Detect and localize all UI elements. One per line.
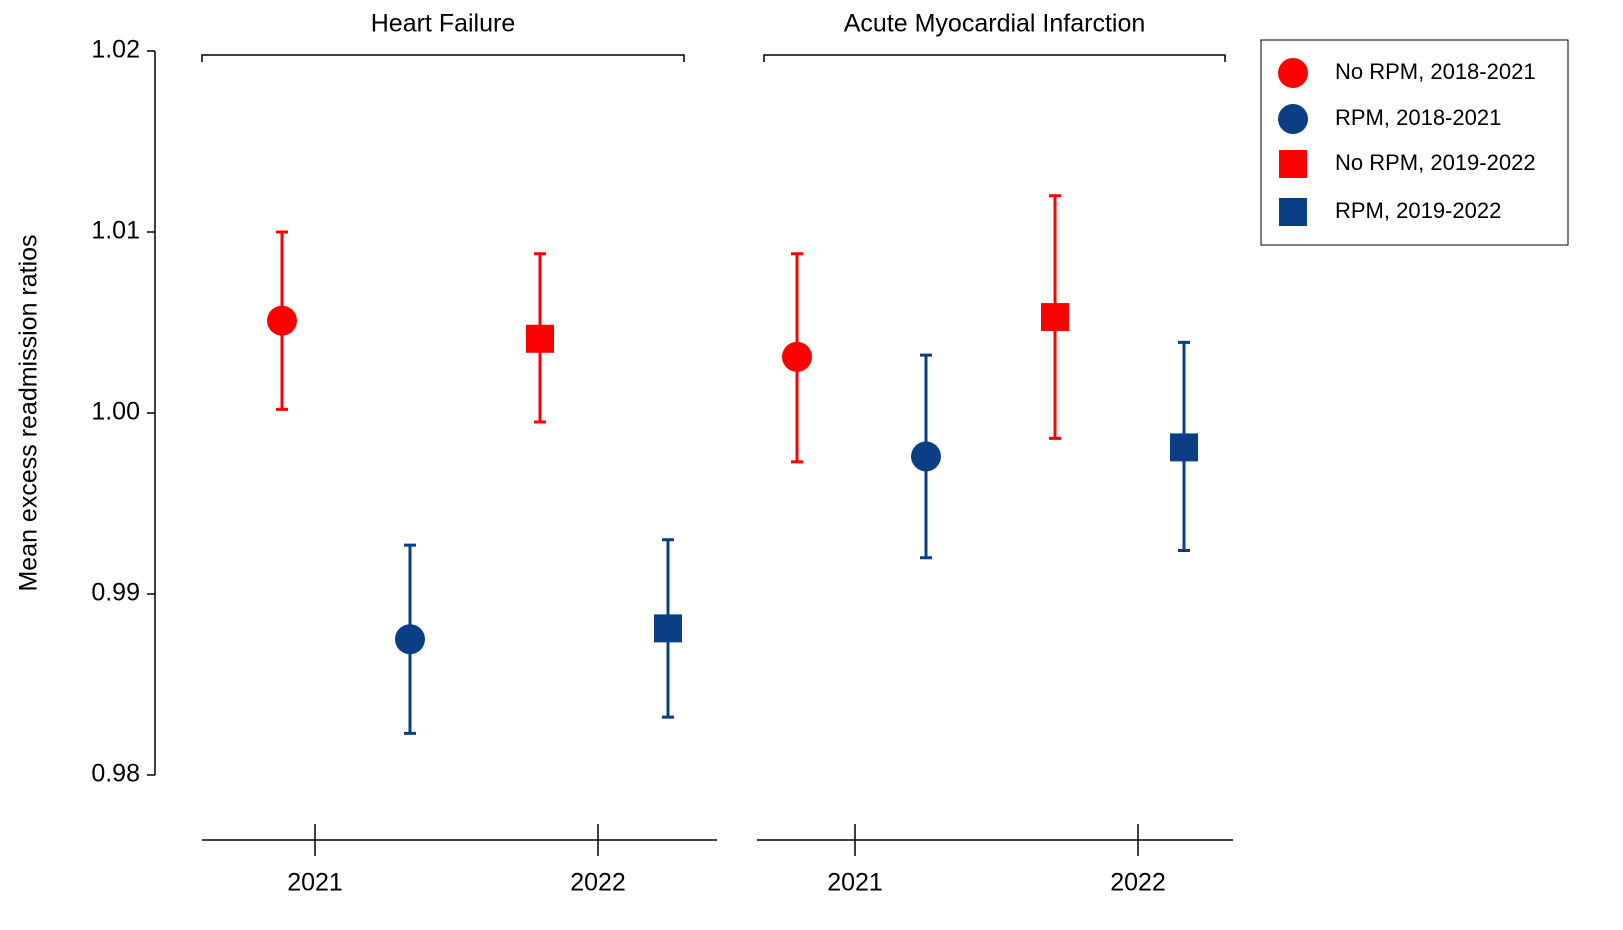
- panel-title: Heart Failure: [371, 10, 516, 38]
- y-tick-label: 1.00: [91, 398, 140, 426]
- legend-marker: [1278, 58, 1308, 88]
- point: [1041, 303, 1069, 332]
- legend-box: [1260, 39, 1569, 246]
- panel-bracket: [763, 54, 1226, 62]
- y-axis-label: Mean excess readmission ratios: [15, 234, 43, 591]
- legend-label: No RPM, 2018-2021: [1335, 59, 1536, 84]
- x-tick-label: 2022: [570, 869, 626, 897]
- point: [654, 614, 682, 643]
- legend-label: RPM, 2019-2022: [1335, 198, 1501, 223]
- point: [526, 324, 554, 353]
- legend-label: RPM, 2018-2021: [1335, 105, 1501, 130]
- panel-bracket: [201, 54, 685, 62]
- point: [395, 624, 425, 655]
- legend-label: No RPM, 2019-2022: [1335, 150, 1536, 175]
- x-tick-label: 2021: [827, 869, 883, 897]
- point: [1170, 433, 1198, 462]
- y-tick-label: 0.99: [91, 579, 140, 607]
- panel-title: Acute Myocardial Infarction: [844, 10, 1146, 38]
- point: [911, 441, 941, 472]
- x-tick-label: 2022: [1110, 869, 1166, 897]
- y-tick-label: 1.02: [91, 36, 140, 64]
- y-tick-label: 1.01: [91, 217, 140, 245]
- point: [782, 341, 812, 372]
- x-tick-label: 2021: [287, 869, 343, 897]
- y-tick-label: 0.98: [91, 760, 140, 788]
- legend-marker: [1279, 198, 1307, 226]
- legend-marker: [1279, 150, 1307, 178]
- point: [267, 305, 297, 336]
- legend-marker: [1278, 104, 1308, 134]
